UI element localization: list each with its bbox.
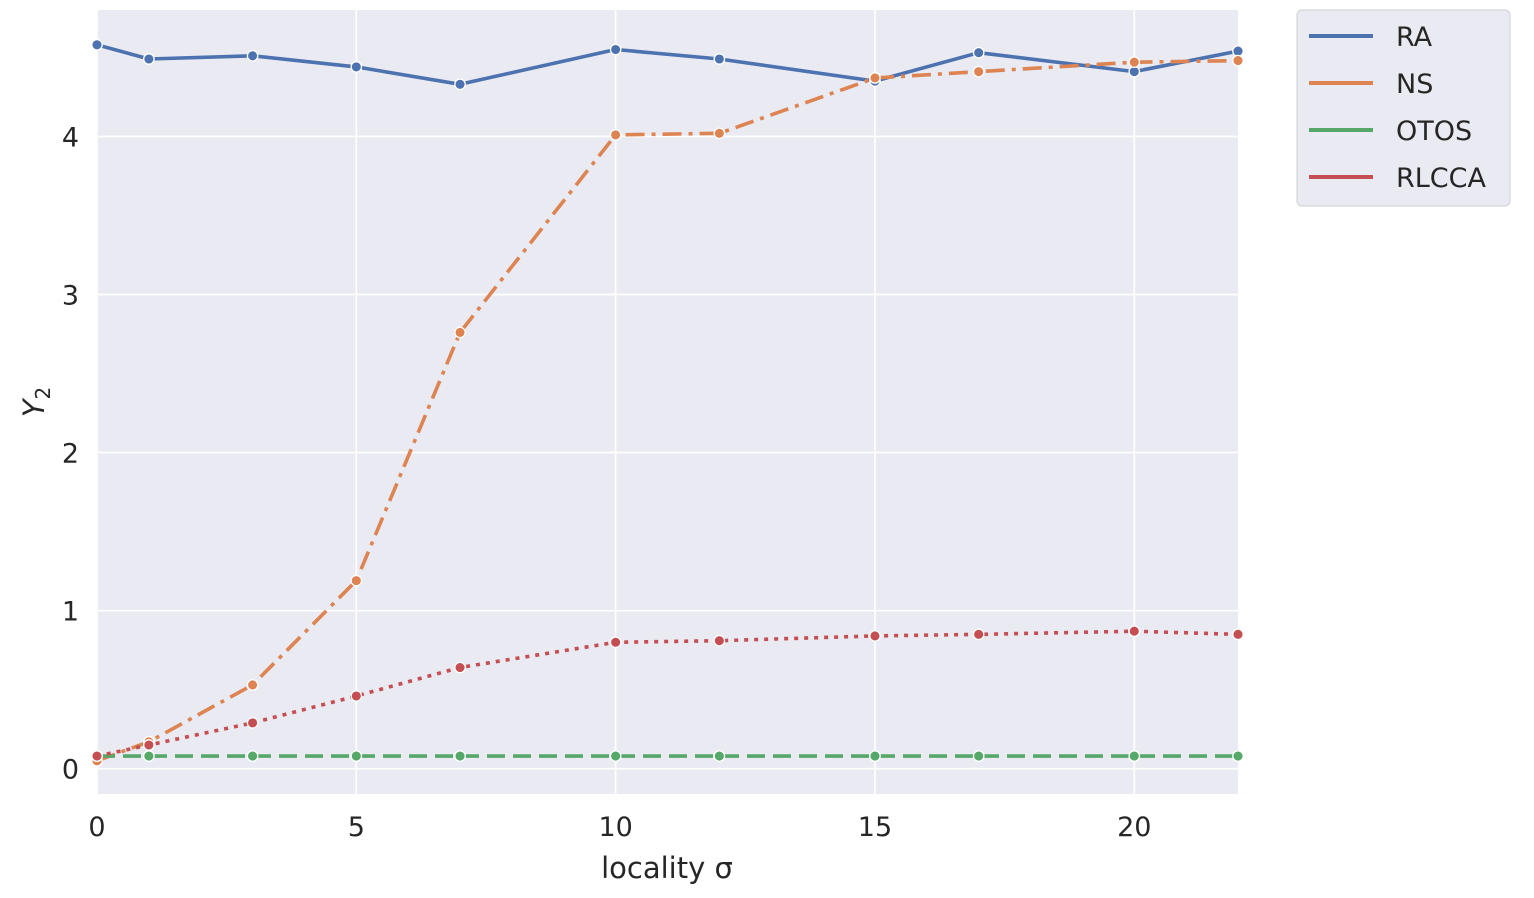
- data-point-rlcca: [972, 628, 985, 641]
- data-point-ns: [350, 574, 363, 587]
- data-point-ra: [609, 43, 622, 56]
- y-axis-label: Y2: [17, 387, 55, 417]
- y-tick-label: 2: [62, 439, 79, 470]
- data-point-rlcca: [869, 630, 881, 642]
- legend-label-ra: RA: [1396, 22, 1433, 53]
- data-point-otos: [1128, 750, 1141, 762]
- data-point-otos: [713, 750, 726, 762]
- data-point-ns: [454, 326, 466, 339]
- legend-label-rlcca: RLCCA: [1396, 163, 1487, 194]
- x-tick-label: 15: [858, 812, 892, 843]
- data-point-rlcca: [246, 717, 259, 729]
- y-tick-label: 0: [62, 755, 79, 786]
- data-point-otos: [454, 750, 466, 762]
- data-point-ra: [972, 46, 985, 59]
- x-tick-labels: 0 5 10 15 20: [88, 812, 1151, 843]
- data-point-otos: [972, 750, 985, 762]
- data-point-ra: [454, 78, 466, 91]
- data-point-rlcca: [143, 739, 155, 751]
- legend: RA NS OTOS RLCCA: [1296, 9, 1511, 207]
- data-point-otos: [1232, 750, 1244, 762]
- plot-area: [97, 10, 1238, 794]
- data-point-ra: [350, 61, 363, 73]
- legend-label-otos: OTOS: [1396, 116, 1472, 147]
- data-point-otos: [246, 750, 259, 762]
- data-point-rlcca: [1232, 628, 1244, 641]
- y-tick-label: 4: [62, 122, 79, 153]
- data-point-rlcca: [713, 634, 726, 647]
- x-tick-label: 5: [348, 812, 365, 843]
- x-axis-label: locality σ: [601, 851, 733, 885]
- data-point-rlcca: [350, 690, 363, 702]
- legend-box: [1296, 9, 1511, 207]
- data-point-ns: [246, 679, 259, 691]
- data-point-ns: [1128, 56, 1141, 69]
- y-axis-label-subscript: 2: [31, 387, 55, 400]
- data-point-rlcca: [1128, 625, 1141, 638]
- data-point-ra: [246, 49, 259, 62]
- data-point-otos: [869, 750, 881, 762]
- legend-label-ns: NS: [1396, 69, 1433, 100]
- data-point-ns: [869, 72, 881, 84]
- y-axis-label-main: Y: [17, 397, 51, 417]
- x-tick-label: 10: [598, 812, 632, 843]
- data-point-rlcca: [609, 636, 622, 649]
- y-tick-labels: 0 1 2 3 4: [62, 122, 79, 785]
- data-point-ns: [609, 129, 622, 141]
- y-tick-label: 3: [62, 281, 79, 312]
- x-tick-label: 20: [1117, 812, 1151, 843]
- data-point-ra: [143, 53, 155, 65]
- data-point-ra: [91, 38, 103, 51]
- data-series: [91, 38, 1244, 767]
- data-point-otos: [143, 750, 155, 762]
- y-tick-label: 1: [62, 597, 79, 628]
- data-point-ns: [972, 65, 985, 78]
- data-point-otos: [350, 750, 363, 762]
- x-tick-label: 0: [88, 812, 105, 843]
- data-point-ra: [713, 53, 726, 65]
- data-point-rlcca: [91, 750, 103, 762]
- data-point-ns: [1232, 54, 1244, 67]
- data-point-otos: [609, 750, 622, 762]
- data-point-ns: [713, 127, 726, 140]
- data-point-rlcca: [454, 661, 466, 674]
